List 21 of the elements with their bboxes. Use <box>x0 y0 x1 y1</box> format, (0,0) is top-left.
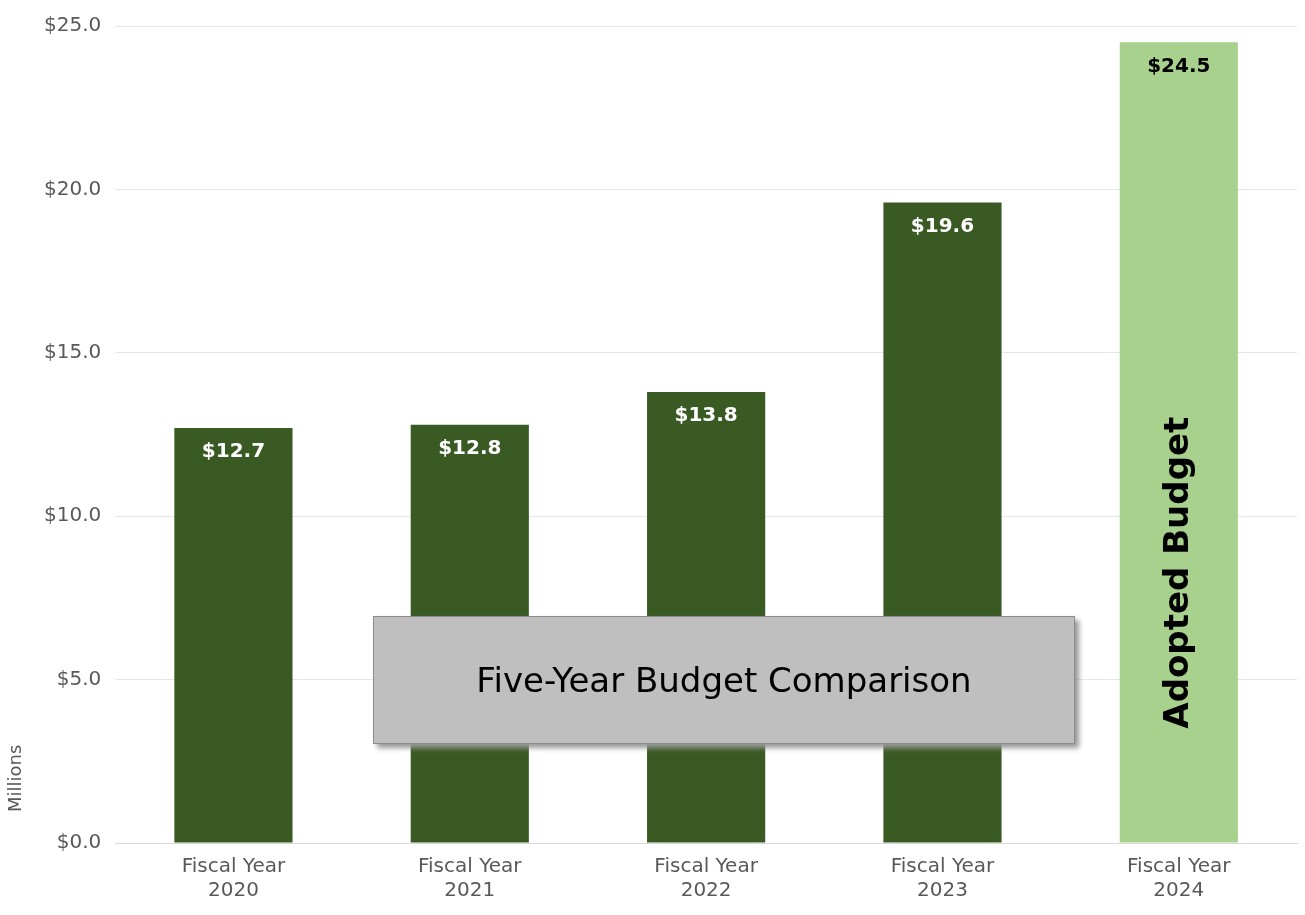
y-tick-label: $5.0 <box>56 665 102 690</box>
y-tick-label: $20.0 <box>43 175 102 200</box>
y-axis-title: Millions <box>4 744 25 812</box>
data-label: $19.6 <box>910 212 975 237</box>
y-tick-label: $25.0 <box>43 12 102 37</box>
x-tick-label: Fiscal Year 2024 <box>1127 853 1232 902</box>
bar <box>1119 42 1238 843</box>
title-box: Five-Year Budget Comparison <box>373 616 1075 744</box>
data-label: $12.8 <box>438 434 502 459</box>
x-tick-label: Fiscal Year 2023 <box>890 853 996 902</box>
y-tick-label: $15.0 <box>43 339 102 363</box>
y-tick-label: $0.0 <box>56 829 102 854</box>
data-label: $13.8 <box>674 402 738 427</box>
data-label: $24.5 <box>1147 52 1211 77</box>
x-tick-label: Fiscal Year 2020 <box>181 853 286 902</box>
y-tick-label: $10.0 <box>43 502 102 527</box>
annotation: Adopted Budget <box>1155 416 1196 729</box>
x-tick-label: Fiscal Year 2021 <box>418 853 523 902</box>
bar <box>174 427 293 843</box>
x-tick-label: Fiscal Year 2022 <box>654 853 759 902</box>
data-label: $12.7 <box>201 438 266 463</box>
